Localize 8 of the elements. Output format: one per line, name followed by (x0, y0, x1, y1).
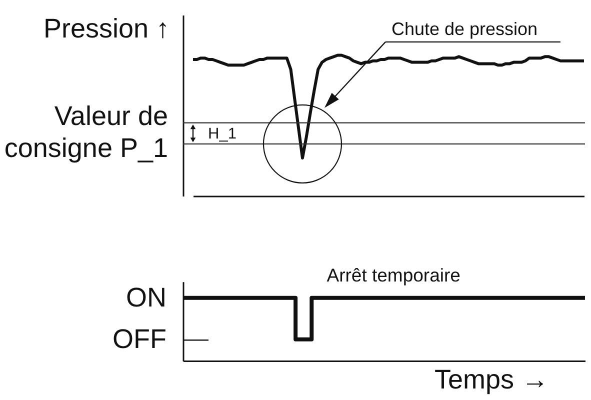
text: Chute de pression (391, 18, 538, 39)
text: Arrêt temporaire (326, 264, 460, 286)
annotation: H_1 (208, 125, 236, 142)
y-axis-title: Pression ↑ (43, 14, 170, 44)
text: ON (126, 282, 166, 312)
x-axis-title: Temps → (434, 364, 548, 394)
text: OFF (112, 324, 166, 354)
ref-line-label: Valeur de consigne P_1 (4, 100, 168, 163)
